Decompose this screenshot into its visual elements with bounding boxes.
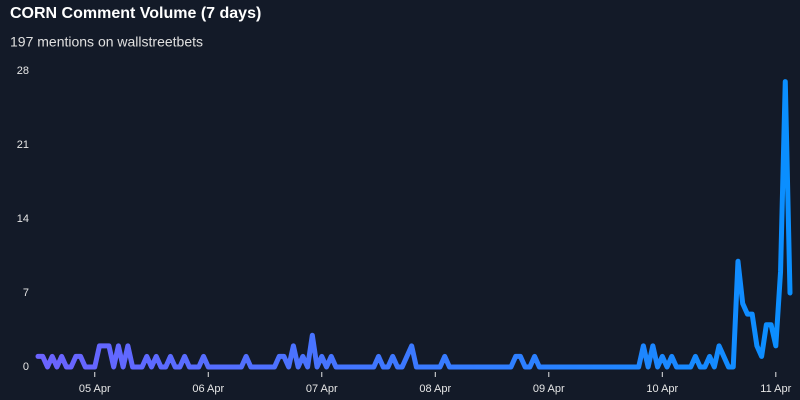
x-tick-label: 10 Apr [646,383,678,395]
y-tick-label: 7 [23,287,29,299]
x-tick-label: 08 Apr [419,383,451,395]
y-tick-label: 28 [17,65,29,77]
x-tick-label: 07 Apr [306,383,338,395]
chart-title: CORN Comment Volume (7 days) [10,5,261,22]
chart-subtitle: 197 mentions on wallstreetbets [10,34,203,50]
y-tick-label: 14 [17,213,29,225]
x-tick-label: 11 Apr [760,383,791,395]
y-tick-label: 0 [23,361,29,373]
line-series [35,79,793,370]
y-tick-label: 21 [17,139,29,151]
x-tick-label: 05 Apr [79,383,111,395]
x-tick-label: 06 Apr [192,383,224,395]
x-tick-label: 09 Apr [533,383,565,395]
